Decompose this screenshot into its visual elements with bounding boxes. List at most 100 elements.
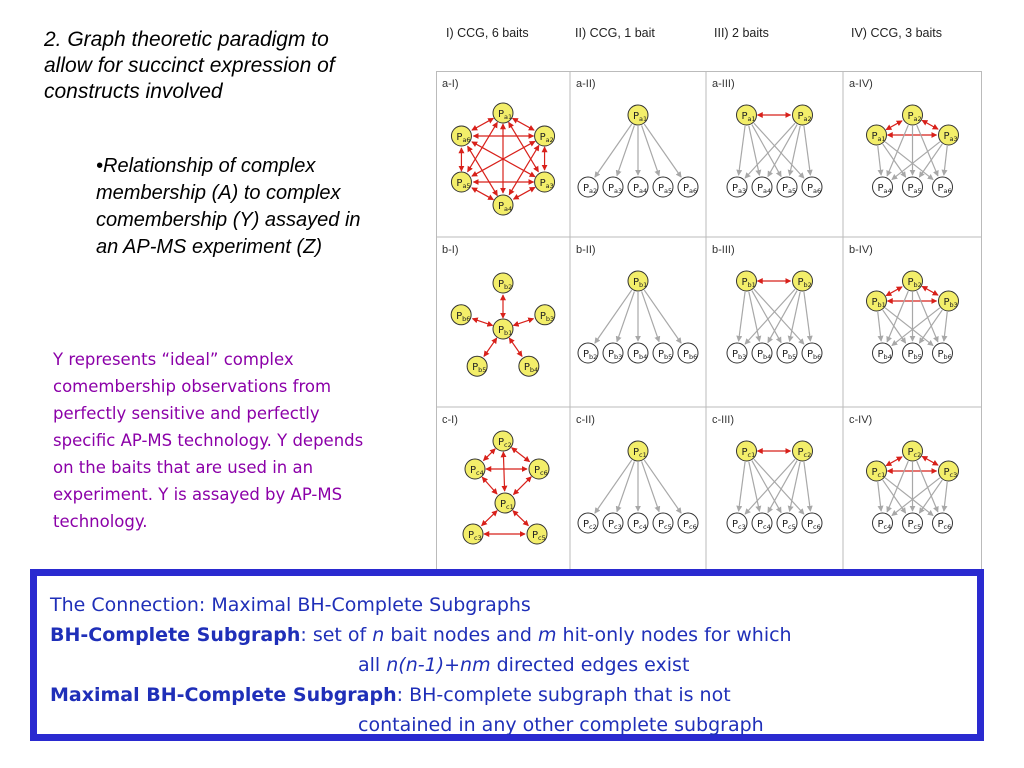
graph-edge: [483, 337, 498, 357]
graph-edge: [916, 460, 939, 513]
bh-complete-term: BH-Complete Subgraph: [50, 624, 301, 646]
graph-edge: [753, 288, 805, 345]
bh-complete-definition: BH-Complete Subgraph: set of n bait node…: [50, 620, 977, 650]
graph-node: Pb1: [736, 270, 757, 292]
panel-label: c-I): [442, 414, 458, 426]
graph-node: Pa3: [938, 124, 959, 146]
def1-m: m: [537, 624, 557, 646]
graph-edge: [886, 124, 909, 177]
ideal-observation-note: Y represents “ideal” complex comembershi…: [53, 350, 364, 531]
def1-formula: n(n-1)+nm: [386, 654, 491, 676]
graph-node: Pc4: [627, 512, 649, 534]
panel-label: b-II): [576, 244, 596, 256]
graph-edge: [877, 481, 884, 512]
graph-node: Pb6: [801, 342, 823, 364]
graph-node: Pa1: [736, 104, 757, 126]
column-title-4: IV) CCG, 3 baits: [851, 26, 942, 40]
maximal-definition-cont: contained in any other complete subgraph: [358, 714, 764, 736]
graph-edge: [643, 459, 682, 514]
graph-edge: [748, 461, 762, 513]
def1-text-b: bait nodes and: [384, 624, 538, 646]
panel-label: b-I): [442, 244, 459, 256]
graph-node: Pa2: [534, 125, 556, 147]
graph-edge: [471, 317, 494, 327]
graph-edge: [918, 143, 943, 178]
graph-node: Pb3: [534, 304, 556, 326]
graph-edge: [885, 120, 903, 131]
graph-edge: [891, 477, 941, 517]
graph-edge: [753, 458, 805, 515]
graph-node: Pc2: [492, 430, 514, 452]
panel-a-ii: a-II) Pa1 Pa2 Pa3 Pa4 Pa5 Pa6: [576, 78, 699, 198]
graph-node: Pc1: [627, 440, 649, 462]
graph-node: Pa4: [872, 176, 893, 198]
graph-node: Pb5: [466, 355, 488, 377]
bh-complete-definition-cont: all n(n-1)+nm directed edges exist: [50, 650, 977, 680]
graph-edge: [641, 461, 661, 513]
column-title-3: III) 2 baits: [714, 26, 769, 40]
graph-edge: [921, 455, 939, 466]
graph-edge: [921, 285, 939, 296]
graph-edge: [512, 476, 532, 496]
graph-edge: [748, 125, 762, 177]
panel-b-iii: b-III) Pb1 Pb2 Pb3 Pb4 Pb5 Pb6: [712, 244, 823, 364]
graph-node: Pc4: [464, 458, 486, 480]
graph-edge: [803, 125, 813, 176]
graph-node: Pc6: [932, 512, 953, 534]
graph-node: Pc5: [526, 523, 548, 545]
graph-edge: [916, 290, 939, 343]
panel-label: a-II): [576, 78, 596, 90]
graph-edge: [921, 119, 939, 130]
graph-edge: [941, 311, 948, 342]
panel-a-iii: a-III) Pa1 Pa2 Pa3 Pa4 Pa5 Pa6: [712, 78, 823, 198]
graph-node: Pb5: [776, 342, 798, 364]
graph-edge: [482, 448, 496, 462]
graph-edge: [508, 337, 523, 357]
panel-label: a-IV): [849, 78, 873, 90]
graph-node: Pb6: [932, 342, 953, 364]
graph-node: Pc1: [494, 492, 516, 514]
panel-c-iv: c-IV) Pc1 Pc2 Pc3 Pc4 Pc5 Pc6: [849, 414, 959, 534]
graph-node: Pa3: [602, 176, 624, 198]
graph-node: Pb6: [450, 304, 472, 326]
graph-edge: [767, 460, 798, 514]
def1-text-e: directed edges exist: [490, 654, 690, 676]
graph-edge: [467, 145, 498, 197]
graph-node: Pa5: [652, 176, 674, 198]
graph-node: Pb2: [577, 342, 599, 364]
graph-edge: [512, 186, 536, 200]
panel-c-iii: c-III) Pc1 Pc2 Pc3 Pc4 Pc5 Pc6: [712, 414, 823, 534]
graph-node: Pa2: [792, 104, 813, 126]
graph-edge: [471, 117, 495, 131]
graph-edge: [803, 461, 813, 512]
graph-node: Pc3: [602, 512, 624, 534]
graph-node: Pb1: [492, 318, 514, 340]
graph-edge: [886, 290, 909, 343]
graph-node: Pa2: [902, 104, 923, 126]
graph-edge: [615, 461, 635, 513]
graph-edge: [615, 125, 635, 177]
column-title-1: I) CCG, 6 baits: [446, 26, 529, 40]
graph-node: Pa4: [627, 176, 649, 198]
graph-node: Pb3: [602, 342, 624, 364]
graph-edge: [787, 125, 801, 177]
graph-edge: [787, 291, 801, 343]
definitions-box: The Connection: Maximal BH-Complete Subg…: [30, 569, 984, 741]
graph-edge: [885, 456, 903, 467]
graph-node: Pb4: [518, 355, 540, 377]
graph-node: Pc2: [792, 440, 813, 462]
relationship-bullet: •Relationship of complex membership (A) …: [96, 155, 361, 258]
graph-node: Pa6: [450, 125, 472, 147]
graph-edge: [787, 461, 801, 513]
maximal-definition: Maximal BH-Complete Subgraph: BH-complet…: [50, 680, 977, 710]
def2-text-a: : BH-complete subgraph that is not: [396, 684, 731, 706]
graph-edge: [615, 291, 635, 343]
graph-edge: [803, 291, 813, 342]
graph-node: Pa1: [492, 102, 514, 124]
graph-edge: [641, 125, 661, 177]
panel-c-i: c-I) Pc2 Pc4 Pc6 Pc1 Pc3 Pc5: [442, 414, 550, 545]
definitions-title: The Connection: Maximal BH-Complete Subg…: [50, 594, 531, 616]
panel-b-ii: b-II) Pb1 Pb2 Pb3 Pb4 Pb5 Pb6: [576, 244, 699, 364]
graph-edge: [751, 124, 782, 178]
